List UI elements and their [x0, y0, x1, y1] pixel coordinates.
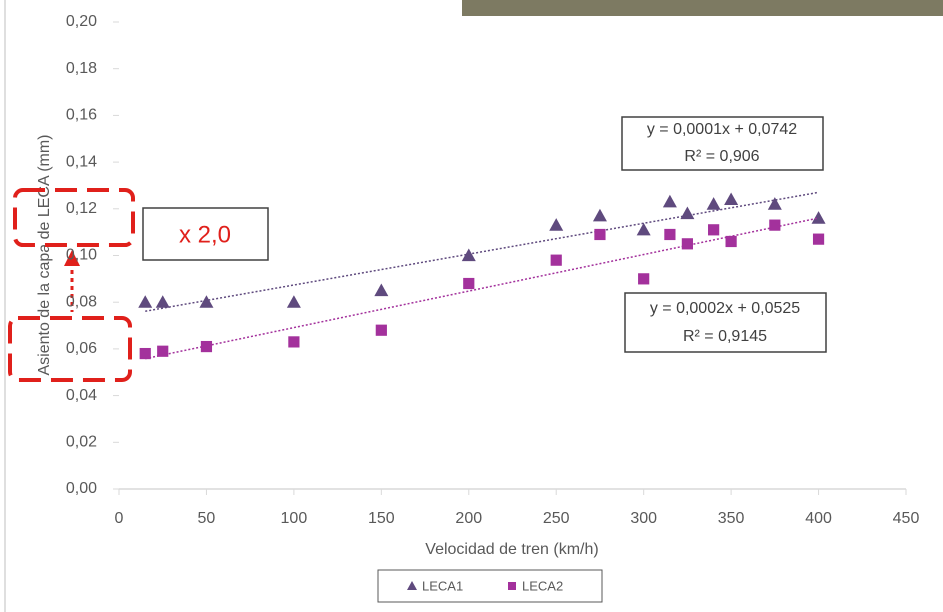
- point: [664, 228, 676, 241]
- point: [706, 197, 721, 210]
- legend: [377, 569, 603, 603]
- legend-label: LECA2: [522, 578, 563, 593]
- point: [662, 194, 677, 208]
- y-tick-label: 0,20: [66, 13, 97, 30]
- point: [549, 218, 564, 231]
- x-axis-label: Velocidad de tren (km/h): [425, 541, 598, 558]
- equation-box: [621, 116, 824, 171]
- point: [375, 324, 387, 336]
- point: [155, 295, 170, 308]
- point: [139, 347, 151, 360]
- x-tick-label: 50: [198, 510, 216, 527]
- photo-fragment: [462, 0, 943, 16]
- point: [463, 277, 475, 290]
- point: [769, 219, 781, 231]
- y-tick-label: 0,02: [66, 434, 97, 451]
- point: [594, 228, 606, 241]
- point: [812, 233, 825, 245]
- point: [592, 208, 607, 222]
- factor-box: [142, 207, 269, 261]
- trendline: [145, 191, 819, 312]
- highlight-box: [13, 188, 135, 247]
- y-tick-label: 0,08: [66, 293, 97, 310]
- point: [681, 238, 693, 250]
- x-tick-label: 200: [455, 510, 482, 527]
- trend-equation: y = 0,0001x + 0,0742: [647, 121, 797, 138]
- point: [767, 197, 782, 210]
- x-tick-label: 300: [630, 510, 657, 527]
- x-tick-label: 250: [543, 510, 570, 527]
- point: [724, 192, 739, 206]
- y-tick-label: 0,18: [66, 60, 97, 77]
- legend-marker: [508, 582, 516, 590]
- trendline: [145, 217, 819, 360]
- point: [811, 211, 826, 224]
- trend-r2: R² = 0,906: [684, 148, 759, 165]
- point: [288, 336, 300, 348]
- y-tick-label: 0,16: [66, 107, 97, 124]
- x-tick-label: 150: [368, 510, 395, 527]
- point: [200, 340, 213, 353]
- point: [550, 254, 562, 266]
- highlight-box: [8, 316, 132, 382]
- equation-box: [624, 292, 827, 353]
- point: [157, 345, 169, 357]
- trend-equation: y = 0,0002x + 0,0525: [650, 300, 800, 317]
- trend-r2: R² = 0,9145: [683, 328, 767, 345]
- y-tick-label: 0,06: [66, 340, 97, 357]
- y-tick-label: 0,00: [66, 480, 97, 497]
- legend-marker: [407, 581, 417, 590]
- y-tick-label: 0,12: [66, 200, 97, 217]
- y-tick-label: 0,10: [66, 247, 97, 264]
- x-tick-label: 350: [718, 510, 745, 527]
- point: [199, 295, 214, 308]
- arrow-head: [64, 250, 80, 266]
- y-tick-label: 0,14: [66, 153, 97, 170]
- y-tick-label: 0,04: [66, 387, 97, 404]
- x-tick-label: 0: [115, 510, 124, 527]
- point: [286, 295, 301, 308]
- point: [638, 273, 650, 285]
- y-axis-label: Asiento de la capa de LECA (mm): [36, 134, 53, 375]
- legend-label: LECA1: [422, 578, 463, 593]
- point: [680, 206, 695, 220]
- x-tick-label: 100: [281, 510, 308, 527]
- point: [461, 248, 476, 262]
- factor-label: x 2,0: [179, 221, 231, 248]
- x-tick-label: 400: [805, 510, 832, 527]
- point: [636, 222, 651, 236]
- x-tick-label: 450: [893, 510, 920, 527]
- point: [708, 224, 720, 236]
- point: [725, 235, 737, 248]
- point: [138, 295, 153, 308]
- point: [374, 283, 389, 297]
